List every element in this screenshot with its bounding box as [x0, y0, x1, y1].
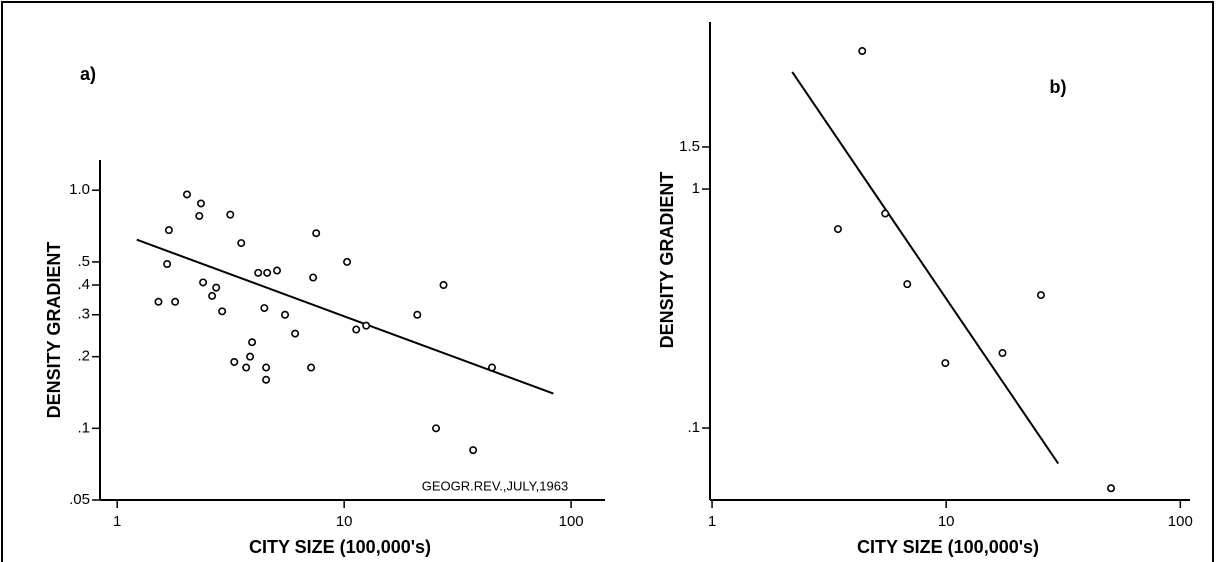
- panel-label: a): [80, 64, 96, 84]
- x-tick-label: 1: [708, 513, 716, 530]
- point: [154, 297, 163, 306]
- point: [432, 424, 441, 433]
- point: [413, 310, 422, 319]
- point: [439, 280, 448, 289]
- point: [171, 297, 180, 306]
- y-tick-label: .5: [77, 253, 90, 270]
- y-tick-label: .3: [77, 306, 90, 323]
- y-tick-label: 1.0: [69, 181, 90, 198]
- point: [281, 310, 290, 319]
- y-tick-label: .2: [77, 348, 90, 365]
- point: [199, 278, 208, 287]
- y-tick-label: .1: [687, 419, 700, 436]
- x-axis-label: CITY SIZE (100,000's): [249, 537, 431, 557]
- fit-line: [791, 71, 1060, 465]
- point: [262, 363, 271, 372]
- point: [291, 329, 300, 338]
- point: [254, 268, 263, 277]
- point: [307, 363, 316, 372]
- x-tick-label: 1: [113, 513, 121, 530]
- y-tick-label: 1.5: [679, 138, 700, 155]
- annotation: GEOGR.REV.,JULY,1963: [422, 478, 568, 493]
- point: [833, 225, 842, 234]
- point: [237, 239, 246, 248]
- x-tick-label: 100: [1168, 513, 1193, 530]
- point: [196, 199, 205, 208]
- point: [260, 304, 269, 313]
- point: [858, 47, 867, 56]
- point: [352, 325, 361, 334]
- point: [262, 375, 271, 384]
- point: [1107, 484, 1116, 493]
- y-tick-label: .05: [69, 491, 90, 508]
- point: [164, 226, 173, 235]
- point: [195, 211, 204, 220]
- panel-label: b): [1050, 77, 1067, 97]
- point: [248, 338, 257, 347]
- x-tick-label: 10: [336, 513, 353, 530]
- point: [941, 359, 950, 368]
- point: [362, 321, 371, 330]
- point: [273, 266, 282, 275]
- y-tick-label: 1: [692, 180, 700, 197]
- point: [163, 260, 172, 269]
- point: [218, 307, 227, 316]
- x-axis-label: CITY SIZE (100,000's): [857, 537, 1039, 557]
- point: [263, 268, 272, 277]
- point: [242, 363, 251, 372]
- point: [312, 229, 321, 238]
- point: [226, 210, 235, 219]
- point: [1036, 291, 1045, 300]
- point: [212, 283, 221, 292]
- fit-line: [136, 238, 554, 395]
- point: [881, 209, 890, 218]
- point: [343, 257, 352, 266]
- point: [998, 349, 1007, 358]
- point: [246, 352, 255, 361]
- y-axis-label: DENSITY GRADIENT: [657, 172, 677, 349]
- x-tick-label: 100: [559, 513, 584, 530]
- x-tick-label: 10: [938, 513, 955, 530]
- point: [903, 280, 912, 289]
- point: [182, 190, 191, 199]
- y-tick-label: .4: [77, 276, 90, 293]
- point: [230, 357, 239, 366]
- point: [208, 291, 217, 300]
- y-axis-label: DENSITY GRADIENT: [44, 242, 64, 419]
- y-tick-label: .1: [77, 419, 90, 436]
- point: [309, 273, 318, 282]
- point: [487, 363, 496, 372]
- point: [469, 446, 478, 455]
